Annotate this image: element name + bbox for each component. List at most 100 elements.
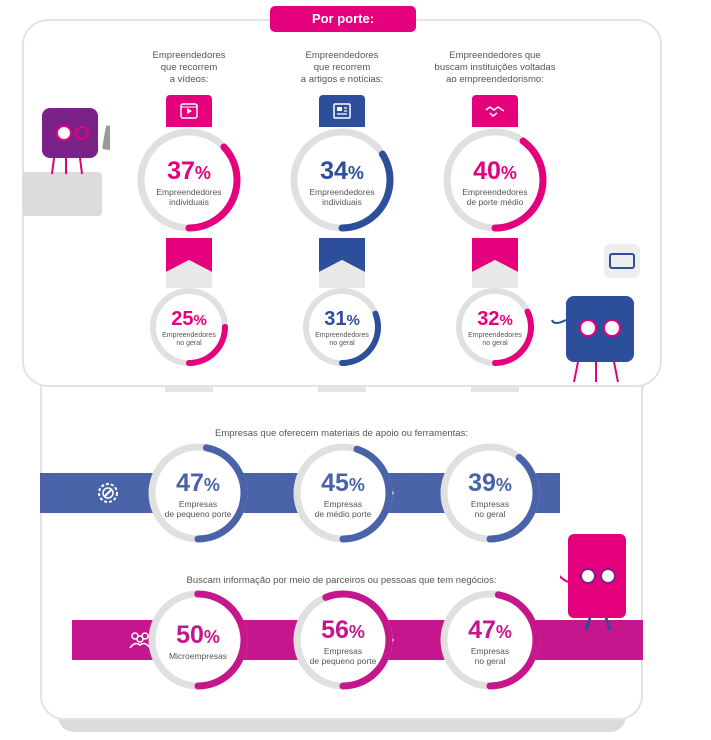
support-row-stat-2-unit: %	[348, 475, 365, 495]
column-2-lower-stat-percentage: 31%	[302, 308, 382, 332]
partners-row-stat-3-ring-progress-arc	[440, 590, 540, 690]
column-1-upper-ring	[137, 128, 241, 232]
partners-row-stat-1-unit: %	[203, 627, 220, 647]
support-row-stat-3-percentage: 39%	[442, 469, 538, 499]
newspaper-icon	[333, 103, 351, 119]
support-row-stat-1: 47% Empresas de pequeno porte	[150, 469, 246, 519]
partners-row-stat-1-ring	[148, 590, 248, 690]
column-1-icon-tab	[166, 95, 212, 127]
column-1-lower-ring	[150, 288, 228, 366]
support-row-stat-2-ring	[293, 443, 393, 543]
partners-row-stat-1-caption: Microempresas	[168, 651, 228, 661]
column-1-lower-stat-percentage: 25%	[149, 308, 229, 332]
partners-row-stat-1-ring-progress-arc	[148, 590, 248, 690]
partners-row-stat-2-unit: %	[348, 622, 365, 642]
support-row-stat-3-ring	[440, 443, 540, 543]
support-row-stat-1-unit: %	[203, 475, 220, 495]
column-3-upper-stat-value: 40	[473, 157, 501, 185]
column-3-lower-ring	[456, 288, 534, 366]
bottom-panel-shadow	[58, 716, 626, 732]
partners-row-stat-2-ring-progress-arc	[293, 590, 393, 690]
partners-row-stat-3-ring	[440, 590, 540, 690]
column-3-lower-stat-caption: Empreendedores no geral	[468, 332, 522, 347]
partners-row-stat-2: 56% Empresas de pequeno porte	[295, 616, 391, 666]
column-3-upper-stat-unit: %	[500, 163, 517, 183]
column-1-lower-stat-caption: Empreendedores no geral	[162, 332, 216, 347]
partners-row-stat-1-value: 50	[176, 621, 204, 649]
column-1-lower-ring-progress-arc	[150, 288, 228, 366]
support-row-stat-3-unit: %	[495, 475, 512, 495]
column-3-icon-tab	[472, 95, 518, 127]
partners-row-stat-3-value: 47	[468, 616, 496, 644]
partners-row-stat-3-caption: Empresas no geral	[470, 646, 510, 666]
column-1-upper-stat-value: 37	[167, 157, 195, 185]
column-1-upper-stat-caption: Empreendedores individuais	[156, 187, 222, 207]
column-2-upper-stat-value: 34	[320, 157, 348, 185]
support-row-stat-2-caption: Empresas de médio porte	[314, 499, 372, 519]
section-heading-pill: Por porte:	[270, 6, 416, 32]
support-row-stat-3: 39% Empresas no geral	[442, 469, 538, 519]
column-3-lower-stat-value: 32	[477, 308, 500, 330]
column-3-upper-ring-progress-arc	[443, 128, 547, 232]
support-row-stat-1-ring	[148, 443, 248, 543]
column-2-lower-stat: 31% Empreendedores no geral	[302, 308, 382, 348]
support-row-stat-3-caption: Empresas no geral	[470, 499, 510, 519]
blue-mascot-illustration	[551, 244, 640, 383]
column-2-upper-stat-percentage: 34%	[292, 157, 392, 187]
support-section-title: Empresas que oferecem materiais de apoio…	[215, 428, 468, 439]
column-3-lower-stat: 32% Empreendedores no geral	[455, 308, 535, 348]
column-1-lower-stat-unit: %	[193, 312, 207, 329]
pink-mascot-illustration	[560, 534, 626, 631]
column-2-lower-stat-unit: %	[346, 312, 360, 329]
column-2-lower-stat-value: 31	[324, 308, 347, 330]
partners-row-stat-2-caption: Empresas de pequeno porte	[309, 646, 377, 666]
partners-row-stat-1: 50% Microempresas	[150, 621, 246, 661]
column-3-upper-ring	[443, 128, 547, 232]
column-1-upper-stat-unit: %	[194, 163, 211, 183]
column-2-label: Empreendedores que recorrem a artigos e …	[300, 50, 384, 85]
column-2-icon-tab	[319, 95, 365, 127]
column-1-upper-ring-progress-arc	[137, 128, 241, 232]
partners-row-stat-3: 47% Empresas no geral	[442, 616, 538, 666]
column-2-lower-ring-progress-arc	[303, 288, 381, 366]
column-3-label: Empreendedores que buscam instituições v…	[434, 50, 556, 85]
column-1-upper-stat-percentage: 37%	[139, 157, 239, 187]
support-row-stat-2-percentage: 45%	[295, 469, 391, 499]
column-2-upper-stat-caption: Empreendedores individuais	[309, 187, 375, 207]
support-row-stat-2-ring-progress-arc	[293, 443, 393, 543]
support-row-stat-1-caption: Empresas de pequeno porte	[164, 499, 232, 519]
column-3-connector-ribbon	[472, 238, 518, 288]
partners-row-stat-2-percentage: 56%	[295, 616, 391, 646]
support-row-stat-1-value: 47	[176, 469, 204, 497]
column-2-lower-ring	[303, 288, 381, 366]
column-3-lower-stat-unit: %	[499, 312, 513, 329]
column-2-upper-ring-progress-arc	[290, 128, 394, 232]
support-row-stat-2-value: 45	[321, 469, 349, 497]
partners-row-stat-2-value: 56	[321, 616, 349, 644]
partners-section-title: Buscam informação por meio de parceiros …	[186, 575, 497, 586]
column-1-lower-stat-value: 25	[171, 308, 194, 330]
column-2-upper-stat-unit: %	[347, 163, 364, 183]
partners-row-stat-3-percentage: 47%	[442, 616, 538, 646]
column-3-upper-stat: 40% Empreendedores de porte médio	[445, 157, 545, 207]
column-3-upper-stat-caption: Empreendedores de porte médio	[462, 187, 528, 207]
column-2-upper-ring	[290, 128, 394, 232]
column-2-lower-stat-caption: Empreendedores no geral	[315, 332, 369, 347]
column-3-upper-stat-percentage: 40%	[445, 157, 545, 187]
column-1-connector-ribbon	[166, 238, 212, 288]
support-row-stat-2: 45% Empresas de médio porte	[295, 469, 391, 519]
support-row-stat-3-ring-progress-arc	[440, 443, 540, 543]
column-2-upper-stat: 34% Empreendedores individuais	[292, 157, 392, 207]
column-2-connector-ribbon	[319, 238, 365, 288]
support-row-stat-1-ring-progress-arc	[148, 443, 248, 543]
column-3-lower-stat-percentage: 32%	[455, 308, 535, 332]
support-row-stat-1-percentage: 47%	[150, 469, 246, 499]
purple-mascot-illustration	[22, 108, 110, 216]
video-icon	[180, 103, 198, 119]
column-1-lower-stat: 25% Empreendedores no geral	[149, 308, 229, 348]
partners-row-stat-3-unit: %	[495, 622, 512, 642]
handshake-icon	[485, 106, 505, 117]
partners-row-stat-2-ring	[293, 590, 393, 690]
support-row-stat-3-value: 39	[468, 469, 496, 497]
column-1-upper-stat: 37% Empreendedores individuais	[139, 157, 239, 207]
